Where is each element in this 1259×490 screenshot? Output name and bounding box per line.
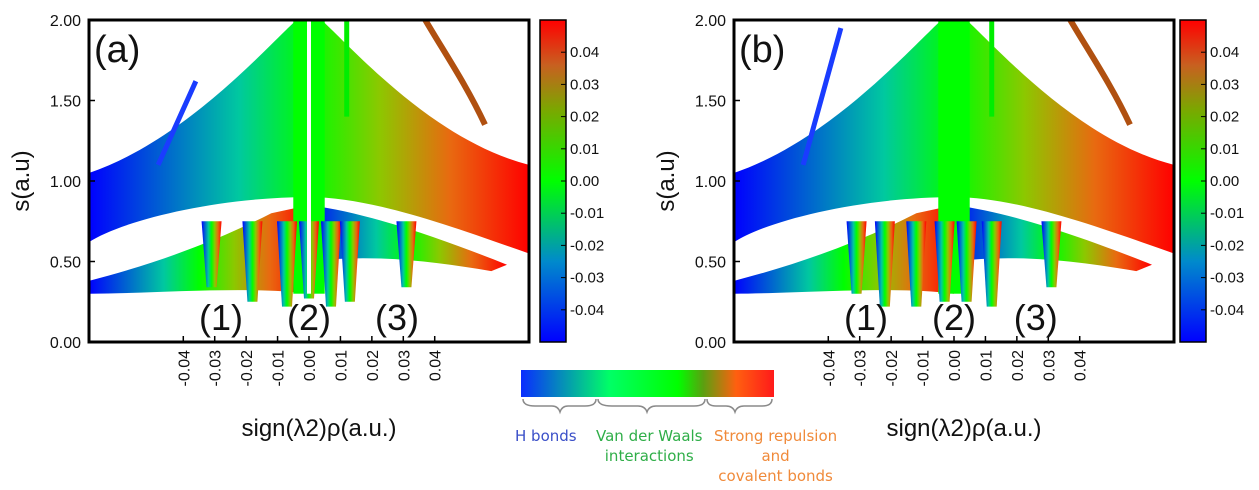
scatter-spike bbox=[956, 221, 977, 302]
x-axis-label: sign(λ2)ρ(a.u.) bbox=[886, 415, 1041, 442]
panel-b: 0.00 0.50 1.00 1.50 2.00 -0.04 -0.03 -0.02 -0.01… bbox=[653, 13, 1244, 442]
colorbar-tick-label: -0.04 bbox=[570, 302, 604, 319]
scatter-spike bbox=[934, 221, 955, 302]
colorbar-tick-label: -0.02 bbox=[570, 237, 604, 254]
x-tick-label: 0.02 bbox=[365, 350, 382, 381]
x-tick-label: 0.02 bbox=[1010, 350, 1027, 381]
scatter-spike bbox=[242, 221, 263, 302]
scatter-spike bbox=[396, 221, 417, 288]
y-tick-label: 0.50 bbox=[50, 255, 81, 272]
legend-brace-vdw bbox=[597, 398, 706, 415]
x-tick-label: 0.01 bbox=[978, 350, 995, 381]
colorbar-tick-label: -0.01 bbox=[570, 205, 604, 222]
rdg-scatter-cloud bbox=[89, 20, 529, 307]
rdg-scatter-cloud bbox=[734, 20, 1174, 307]
x-tick-label: 0.04 bbox=[428, 350, 445, 381]
legend-label-vdw: Van der Waals interactions bbox=[596, 427, 703, 465]
colorbar-tick-label: -0.03 bbox=[1210, 270, 1244, 287]
y-tick-label: 0.00 bbox=[50, 335, 81, 352]
scatter-spike bbox=[846, 221, 867, 294]
x-tick-label: -0.04 bbox=[821, 350, 838, 387]
scatter-spike bbox=[277, 221, 297, 307]
y-tick-label: 2.00 bbox=[695, 13, 726, 30]
scatter-spike bbox=[201, 221, 222, 288]
colorbar-tick-label: -0.01 bbox=[1210, 205, 1244, 222]
region-label: (3) bbox=[1014, 297, 1058, 338]
scatter-right-branch bbox=[422, 20, 488, 126]
panel-label: (a) bbox=[94, 29, 140, 71]
x-tick-label: -0.02 bbox=[239, 350, 256, 387]
colorbar-tick-label: 0.04 bbox=[1210, 44, 1239, 61]
y-tick-label: 1.50 bbox=[50, 94, 81, 111]
legend-brace-repulsion bbox=[706, 398, 773, 415]
legend-color-bar bbox=[521, 370, 774, 397]
colorbar-tick-label: 0.04 bbox=[570, 44, 599, 61]
scatter-left-branch bbox=[155, 80, 199, 166]
scatter-spike bbox=[321, 221, 341, 307]
x-tick-label: 0.00 bbox=[947, 350, 964, 381]
x-tick-label: 0.03 bbox=[396, 350, 413, 381]
x-tick-label: -0.03 bbox=[208, 350, 225, 387]
colorbar-tick-label: -0.03 bbox=[570, 270, 604, 287]
scatter-spike bbox=[981, 221, 1002, 307]
y-tick-label: 2.00 bbox=[50, 13, 81, 30]
legend-label-repulsion: Strong repulsion and covalent bonds bbox=[714, 427, 838, 485]
x-tick-label: 0.01 bbox=[333, 350, 350, 381]
legend-label-h-bonds: H bonds bbox=[515, 427, 577, 445]
colorbar-tick-label: 0.01 bbox=[1210, 141, 1239, 158]
y-axis-label: s(a.u) bbox=[653, 150, 680, 211]
colorbar-tick-label: 0.02 bbox=[570, 109, 599, 126]
scatter-spike bbox=[906, 221, 927, 307]
x-tick-label: -0.03 bbox=[853, 350, 870, 387]
colorbar-tick-label: 0.00 bbox=[570, 173, 599, 190]
y-tick-label: 1.00 bbox=[50, 174, 81, 191]
region-label: (2) bbox=[287, 297, 331, 338]
scatter-right-branch bbox=[1067, 20, 1133, 126]
region-label: (1) bbox=[844, 297, 888, 338]
y-tick-label: 1.00 bbox=[695, 174, 726, 191]
scatter-spike bbox=[1041, 221, 1062, 288]
panel-a: 0.00 0.50 1.00 1.50 2.00 -0.04 -0.03 -0.02 -0.01… bbox=[8, 13, 604, 442]
y-axis-label: s(a.u) bbox=[8, 150, 35, 211]
x-tick-label: 0.00 bbox=[302, 350, 319, 381]
colorbar-tick-label: -0.04 bbox=[1210, 302, 1244, 319]
colorbar-tick-label: 0.03 bbox=[1210, 76, 1239, 93]
y-tick-label: 1.50 bbox=[695, 94, 726, 111]
scatter-lower-band bbox=[734, 205, 954, 294]
colorbar-tick-label: 0.00 bbox=[1210, 173, 1239, 190]
x-tick-label: -0.04 bbox=[176, 350, 193, 387]
x-tick-label: -0.02 bbox=[884, 350, 901, 387]
scatter-left-branch bbox=[800, 27, 844, 166]
legend-brace-h-bonds bbox=[522, 398, 597, 415]
colorbar-tick-label: 0.03 bbox=[570, 76, 599, 93]
colorbar-tick-label: 0.01 bbox=[570, 141, 599, 158]
y-tick-label: 0.50 bbox=[695, 255, 726, 272]
x-tick-label: 0.04 bbox=[1073, 350, 1090, 381]
y-tick-label: 0.00 bbox=[695, 335, 726, 352]
region-label: (3) bbox=[375, 297, 419, 338]
interaction-legend bbox=[521, 370, 774, 415]
colorbar-tick-label: 0.02 bbox=[1210, 109, 1239, 126]
x-axis-label: sign(λ2)ρ(a.u.) bbox=[241, 415, 396, 442]
x-tick-label: -0.01 bbox=[271, 350, 288, 387]
scatter-spike bbox=[874, 221, 895, 307]
region-label: (1) bbox=[199, 297, 243, 338]
x-tick-label: -0.01 bbox=[916, 350, 933, 387]
colorbar-tick-label: -0.02 bbox=[1210, 237, 1244, 254]
panel-label: (b) bbox=[739, 29, 785, 71]
scatter-gap bbox=[307, 20, 311, 294]
scatter-spike bbox=[339, 221, 360, 302]
x-tick-label: 0.03 bbox=[1041, 350, 1058, 381]
region-label: (2) bbox=[932, 297, 976, 338]
